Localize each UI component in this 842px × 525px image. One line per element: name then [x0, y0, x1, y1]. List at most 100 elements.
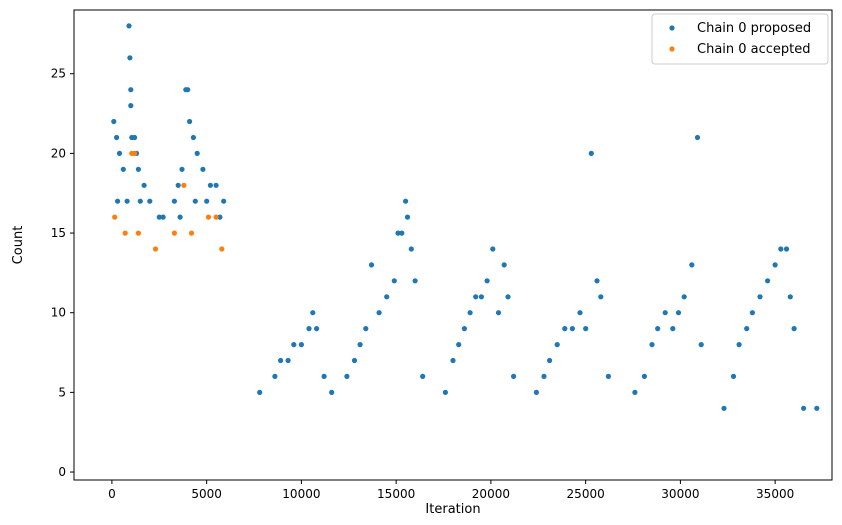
proposed-point [588, 150, 594, 156]
proposed-point [577, 310, 583, 316]
proposed-point [594, 278, 600, 284]
proposed-point [484, 278, 490, 284]
proposed-point [128, 87, 134, 93]
proposed-point [126, 23, 132, 29]
proposed-point [533, 389, 540, 395]
legend-label-accepted: Chain 0 accepted [697, 42, 811, 57]
proposed-point [721, 405, 727, 411]
proposed-point [598, 294, 604, 300]
proposed-point [376, 310, 382, 316]
proposed-point [111, 118, 117, 125]
proposed-point [204, 198, 210, 204]
proposed-point [783, 246, 790, 252]
proposed-point [115, 198, 121, 204]
proposed-point [730, 373, 737, 379]
proposed-point [187, 118, 193, 125]
proposed-point [285, 357, 291, 364]
proposed-point [391, 278, 397, 284]
proposed-point [467, 310, 473, 316]
proposed-point [765, 278, 771, 284]
proposed-point [344, 373, 350, 379]
proposed-point [632, 389, 638, 395]
proposed-point [547, 357, 553, 364]
proposed-point [408, 246, 414, 252]
proposed-point [681, 294, 687, 300]
y-axis-ticks: 0 5 10 15 20 25 [51, 67, 74, 479]
proposed-point [135, 166, 141, 172]
proposed-point [128, 103, 134, 109]
proposed-point [351, 357, 358, 364]
proposed-point [694, 134, 701, 141]
x-axis-label: Iteration [425, 502, 480, 517]
proposed-point [213, 182, 219, 188]
proposed-point [257, 389, 263, 395]
accepted-point [188, 230, 195, 236]
proposed-point [403, 198, 409, 204]
y-tick-label: 0 [58, 465, 66, 479]
x-tick-label: 30000 [661, 487, 699, 501]
proposed-point [329, 389, 335, 395]
proposed-point [160, 214, 166, 220]
x-tick-label: 10000 [282, 487, 320, 501]
proposed-point [395, 230, 401, 236]
proposed-point [791, 326, 797, 332]
proposed-point [450, 357, 456, 364]
proposed-point [147, 198, 153, 204]
proposed-point [698, 342, 704, 348]
proposed-point [649, 342, 655, 348]
legend-marker-proposed [669, 25, 675, 31]
proposed-point [456, 342, 462, 348]
proposed-point [510, 373, 517, 379]
legend-marker-accepted [669, 46, 675, 52]
proposed-point [124, 198, 130, 204]
proposed-point [801, 405, 807, 411]
proposed-point [412, 278, 418, 284]
proposed-point [420, 373, 426, 379]
proposed-point [114, 134, 120, 141]
accepted-point [213, 214, 219, 220]
proposed-point [141, 182, 147, 188]
accepted-point [152, 246, 159, 252]
proposed-point [192, 198, 198, 204]
proposed-point [473, 294, 479, 300]
proposed-point [736, 342, 742, 348]
proposed-point [772, 262, 778, 268]
x-tick-label: 20000 [472, 487, 510, 501]
proposed-point [404, 214, 411, 220]
proposed-point [744, 326, 750, 332]
x-tick-label: 25000 [567, 487, 605, 501]
legend-label-proposed: Chain 0 proposed [697, 21, 811, 36]
proposed-point [689, 262, 695, 268]
accepted-point [181, 182, 187, 188]
y-tick-label: 20 [51, 146, 66, 160]
proposed-point [363, 326, 369, 332]
proposed-point [501, 262, 507, 268]
y-tick-label: 5 [58, 385, 66, 399]
proposed-point [156, 214, 162, 220]
accepted-point [205, 214, 212, 220]
proposed-point [655, 326, 661, 332]
accepted-point [219, 246, 225, 252]
proposed-point [137, 198, 143, 204]
plot-frame [73, 9, 833, 481]
proposed-point [321, 373, 327, 379]
proposed-point [399, 230, 405, 236]
proposed-point [787, 294, 793, 300]
proposed-point [179, 166, 185, 172]
proposed-point [185, 87, 191, 93]
proposed-point [641, 373, 648, 379]
proposed-point [127, 55, 133, 61]
y-tick-label: 10 [51, 306, 66, 320]
legend-box [651, 13, 829, 65]
accepted-point [135, 230, 141, 236]
proposed-point [291, 342, 297, 348]
proposed-point [116, 150, 123, 156]
proposed-point [554, 342, 560, 348]
proposed-point [207, 182, 213, 188]
proposed-point [314, 326, 320, 332]
proposed-point [177, 214, 183, 220]
proposed-point [461, 326, 467, 332]
proposed-point [221, 198, 227, 204]
proposed-point [605, 373, 612, 379]
proposed-point [357, 342, 363, 348]
